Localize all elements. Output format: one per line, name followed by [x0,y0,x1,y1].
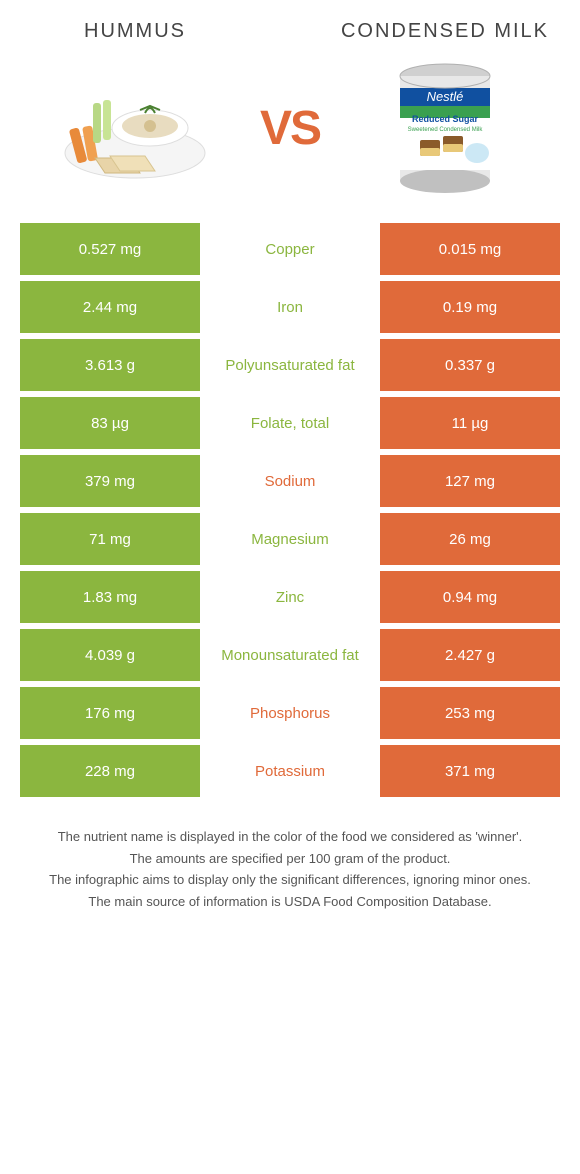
left-value-cell: 83 µg [20,397,200,449]
left-value-cell: 2.44 mg [20,281,200,333]
table-row: 0.527 mgCopper0.015 mg [20,223,560,275]
nutrient-name-cell: Folate, total [200,397,380,449]
left-value-cell: 228 mg [20,745,200,797]
right-value-cell: 371 mg [380,745,560,797]
nutrient-name-cell: Iron [200,281,380,333]
table-row: 3.613 gPolyunsaturated fat0.337 g [20,339,560,391]
nutrient-table: 0.527 mgCopper0.015 mg 2.44 mgIron0.19 mg… [20,223,560,797]
table-row: 2.44 mgIron0.19 mg [20,281,560,333]
left-value-cell: 0.527 mg [20,223,200,275]
table-row: 379 mgSodium127 mg [20,455,560,507]
right-value-cell: 0.337 g [380,339,560,391]
right-value-cell: 26 mg [380,513,560,565]
nutrient-name-cell: Polyunsaturated fat [200,339,380,391]
table-row: 176 mgPhosphorus253 mg [20,687,560,739]
nutrient-name-cell: Copper [200,223,380,275]
right-value-cell: 127 mg [380,455,560,507]
svg-text:Reduced Sugar: Reduced Sugar [412,114,479,124]
left-value-cell: 1.83 mg [20,571,200,623]
nutrient-name-cell: Phosphorus [200,687,380,739]
hummus-illustration [20,53,250,203]
right-value-cell: 253 mg [380,687,560,739]
right-food-title: Condensed Milk [330,20,560,43]
right-value-cell: 0.015 mg [380,223,560,275]
nutrient-name-cell: Magnesium [200,513,380,565]
images-row: VS Nestlé Reduced Sugar Sweetened Conden… [20,53,560,203]
table-row: 1.83 mgZinc0.94 mg [20,571,560,623]
left-value-cell: 71 mg [20,513,200,565]
nutrient-name-cell: Potassium [200,745,380,797]
nutrient-name-cell: Sodium [200,455,380,507]
table-row: 4.039 gMonounsaturated fat2.427 g [20,629,560,681]
left-value-cell: 3.613 g [20,339,200,391]
footer-line-3: The infographic aims to display only the… [30,870,550,890]
left-value-cell: 4.039 g [20,629,200,681]
vs-badge: VS [260,101,320,156]
footer-line-1: The nutrient name is displayed in the co… [30,827,550,847]
table-row: 228 mgPotassium371 mg [20,745,560,797]
right-value-cell: 0.19 mg [380,281,560,333]
left-food-title: Hummus [20,20,250,43]
footer-line-4: The main source of information is USDA F… [30,892,550,912]
table-row: 83 µgFolate, total11 µg [20,397,560,449]
footer-line-2: The amounts are specified per 100 gram o… [30,849,550,869]
nutrient-name-cell: Monounsaturated fat [200,629,380,681]
header: Hummus Condensed Milk [20,20,560,43]
left-value-cell: 176 mg [20,687,200,739]
svg-text:Sweetened Condensed Milk: Sweetened Condensed Milk [408,127,484,133]
table-row: 71 mgMagnesium26 mg [20,513,560,565]
right-value-cell: 0.94 mg [380,571,560,623]
svg-text:Nestlé: Nestlé [427,89,464,104]
condensed-milk-can-icon: Nestlé Reduced Sugar Sweetened Condensed… [385,58,505,198]
nutrient-name-cell: Zinc [200,571,380,623]
right-value-cell: 11 µg [380,397,560,449]
hummus-plate-icon [55,68,215,188]
condensed-milk-illustration: Nestlé Reduced Sugar Sweetened Condensed… [330,53,560,203]
left-value-cell: 379 mg [20,455,200,507]
right-value-cell: 2.427 g [380,629,560,681]
footer-notes: The nutrient name is displayed in the co… [20,827,560,911]
